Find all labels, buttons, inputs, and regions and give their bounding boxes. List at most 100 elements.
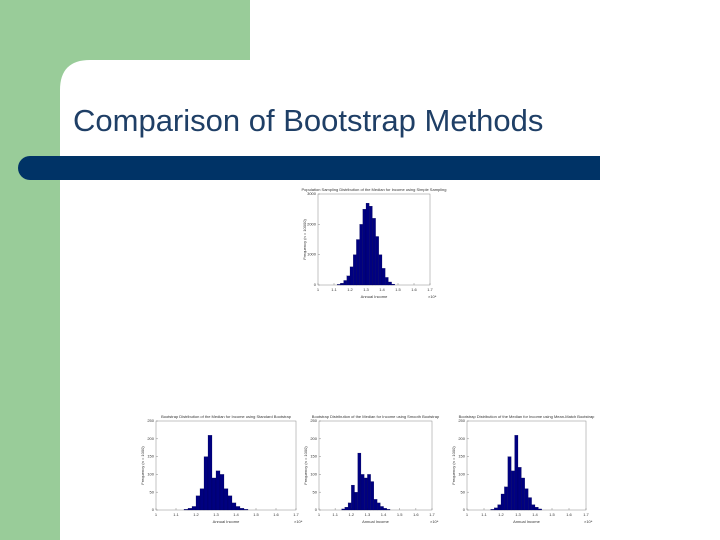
histogram-bar <box>380 506 384 511</box>
histogram-bar <box>514 435 519 511</box>
histogram-bar <box>354 492 358 511</box>
x-tick-label: 1.2 <box>193 512 199 517</box>
y-tick-label: 50 <box>313 489 318 494</box>
y-tick-label: 0 <box>314 282 317 287</box>
histogram-bar <box>340 283 344 286</box>
histogram-bar <box>534 507 539 511</box>
histogram-bar <box>227 495 233 511</box>
histogram-bar <box>521 477 525 511</box>
y-tick-label: 150 <box>147 454 154 459</box>
x-tick-label: 1.2 <box>349 512 355 517</box>
chart-title: Population Sampling Distribution of the … <box>302 187 447 192</box>
histogram-bar <box>219 474 225 511</box>
histogram-bar <box>187 508 193 511</box>
histogram-bar <box>375 236 379 286</box>
histogram-bar <box>356 239 360 286</box>
y-tick-label: 0 <box>463 507 466 512</box>
histogram-bar <box>364 477 368 511</box>
histogram-bar <box>386 509 391 511</box>
histogram-bar <box>231 502 237 511</box>
x-tick-label: 1.6 <box>273 512 279 517</box>
histogram-bar <box>517 467 522 511</box>
y-tick-label: 100 <box>147 471 154 476</box>
x-tick-label: 1.2 <box>498 512 504 517</box>
y-axis-label: Frequency (n = 1000) <box>303 446 308 485</box>
x-multiplier: ×10⁴ <box>584 519 593 524</box>
x-multiplier: ×10⁴ <box>428 294 437 299</box>
y-tick-label: 1000 <box>307 252 317 257</box>
histogram-bar <box>353 254 357 286</box>
x-tick-label: 1.1 <box>332 512 338 517</box>
histogram-bar <box>490 509 495 511</box>
x-tick-label: 1.6 <box>566 512 572 517</box>
histogram-bar <box>195 495 201 511</box>
histogram-bar <box>381 268 386 286</box>
histogram-bar <box>347 502 352 511</box>
x-tick-label: 1 <box>155 512 158 517</box>
x-tick-label: 1 <box>318 512 321 517</box>
histogram-bar <box>385 277 389 286</box>
y-tick-label: 200 <box>147 436 154 441</box>
histogram-bar <box>337 284 341 286</box>
histogram-bar <box>359 224 363 286</box>
x-tick-label: 1.7 <box>293 512 299 517</box>
y-tick-label: 100 <box>310 471 317 476</box>
histogram-bar <box>362 209 367 286</box>
x-axis-label: Annual Income <box>213 519 240 524</box>
y-axis-label: Frequency (n = 1000) <box>451 446 456 485</box>
x-axis-label: Annual Income <box>361 294 388 299</box>
histogram-bar <box>528 497 532 511</box>
x-tick-label: 1.3 <box>365 512 371 517</box>
histogram-bar <box>343 280 347 286</box>
x-tick-label: 1.3 <box>213 512 219 517</box>
y-tick-label: 0 <box>315 507 318 512</box>
x-tick-label: 1.1 <box>331 287 337 292</box>
title-bar <box>18 156 600 180</box>
x-tick-label: 1.4 <box>532 512 538 517</box>
x-multiplier: ×10⁴ <box>294 519 303 524</box>
histogram-bar <box>211 477 217 511</box>
chart-title: Bootstrap Distribution of the Median for… <box>312 414 440 419</box>
y-tick-label: 50 <box>150 489 155 494</box>
histogram-bar <box>346 275 351 286</box>
histogram-bar <box>494 507 498 511</box>
histogram-bar <box>223 488 229 511</box>
histogram-bar <box>500 493 505 511</box>
x-tick-label: 1.6 <box>411 287 417 292</box>
histogram-bar <box>365 203 370 286</box>
histogram-bar <box>504 486 508 511</box>
histogram-bar <box>372 218 376 286</box>
plot-frame <box>318 420 433 511</box>
y-tick-label: 200 <box>310 436 317 441</box>
x-tick-label: 1.1 <box>173 512 179 517</box>
x-tick-label: 1.4 <box>381 512 387 517</box>
x-tick-label: 1.2 <box>347 287 353 292</box>
x-tick-label: 1 <box>317 287 320 292</box>
y-tick-label: 2000 <box>307 221 317 226</box>
y-tick-label: 250 <box>458 418 465 423</box>
histogram-bar <box>243 509 249 511</box>
histogram-bar <box>531 504 536 511</box>
histogram-bar <box>239 508 245 511</box>
histogram-bar <box>369 206 373 286</box>
x-tick-label: 1.7 <box>583 512 589 517</box>
histogram-bar <box>357 452 362 511</box>
histogram-bar <box>191 506 197 511</box>
y-tick-label: 250 <box>310 418 317 423</box>
x-tick-label: 1.5 <box>253 512 259 517</box>
histogram-bar <box>388 281 392 286</box>
histogram-bar <box>341 508 345 511</box>
x-tick-label: 1.3 <box>363 287 369 292</box>
histogram-bar <box>511 470 515 511</box>
histogram-bar <box>360 474 365 511</box>
histogram-bar <box>377 502 381 511</box>
chart-title: Bootstrap Distribution of the Median for… <box>161 414 292 419</box>
x-axis-label: Annual Income <box>362 519 389 524</box>
histogram-bar <box>373 499 378 511</box>
histogram-bar <box>497 504 502 511</box>
histogram-bar <box>538 508 542 511</box>
histogram-bar <box>207 435 213 511</box>
chart-title: Bootstrap Distribution of the Median for… <box>459 414 596 419</box>
histogram-bar <box>203 456 209 511</box>
